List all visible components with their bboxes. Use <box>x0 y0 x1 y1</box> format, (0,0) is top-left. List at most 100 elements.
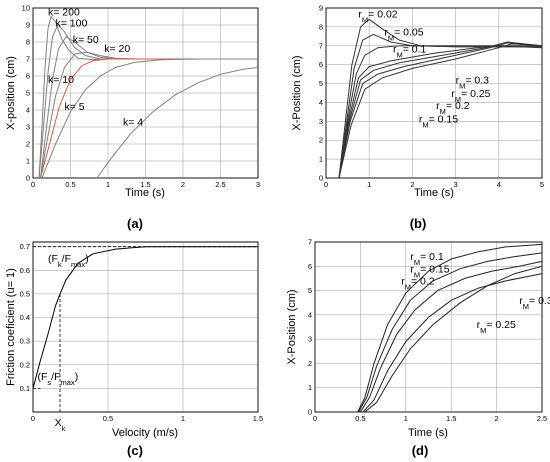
x-tick-label: 1 <box>106 180 110 189</box>
y-tick-label: 1 <box>26 157 30 166</box>
plot-area <box>325 7 543 179</box>
x-tick-label: 2.5 <box>537 414 547 423</box>
series-line <box>338 41 543 179</box>
x-tick-label: 0 <box>31 414 35 423</box>
x-tick-label: 5 <box>540 180 544 189</box>
series-annotation: rM= 0.1 <box>410 251 444 267</box>
series-annotation: (Fs/Fmax) <box>38 371 79 387</box>
x-tick-label: 0 <box>324 180 328 189</box>
x-axis-label: Time (s) <box>125 187 165 199</box>
plot-frame <box>325 7 543 179</box>
series-annotation: rM= 0.1 <box>393 43 427 59</box>
series-line <box>96 67 259 179</box>
y-tick-label: 3 <box>319 117 323 126</box>
y-tick-label: 8 <box>319 22 323 31</box>
series-annotation: rM= 0.2 <box>436 100 470 116</box>
x-tick-label: 4 <box>497 180 501 189</box>
y-tick-label: 2 <box>319 136 323 145</box>
x-axis-label: Time (s) <box>414 187 454 199</box>
y-tick-label: 10 <box>22 4 30 13</box>
panel-caption: (d) <box>412 443 429 458</box>
x-tick-label: 3 <box>454 180 458 189</box>
x-tick-label: 0.5 <box>355 414 365 423</box>
series-line <box>357 243 543 413</box>
x-tick-label: 2 <box>181 180 185 189</box>
y-tick-label: 0.7 <box>20 242 30 251</box>
series-annotation: k= 10 <box>48 74 74 86</box>
y-tick-label: 1 <box>319 155 323 164</box>
x-tick-label: 2.5 <box>215 180 225 189</box>
x-axis-label: Velocity (m/s) <box>112 427 178 439</box>
y-tick-label: 6 <box>26 72 30 81</box>
series-annotation: Xk <box>55 417 66 433</box>
y-axis-label: Friction coeficient (u= 1) <box>5 268 17 386</box>
y-tick-label: 2 <box>26 140 30 149</box>
x-tick-label: 1.5 <box>253 414 263 423</box>
series-annotation: rM= 0.15 <box>410 263 449 279</box>
series-line <box>362 273 543 413</box>
y-axis-label: X-Position (cm) <box>291 55 303 130</box>
y-tick-label: 4 <box>308 310 312 319</box>
y-tick-label: 4 <box>26 106 30 115</box>
y-tick-label: 7 <box>319 41 323 50</box>
x-tick-label: 0 <box>313 414 317 423</box>
y-tick-label: 9 <box>319 4 323 13</box>
x-tick-label: 0 <box>31 180 35 189</box>
series-annotation: k= 200 <box>48 7 80 19</box>
y-tick-label: 0.3 <box>20 337 30 346</box>
series-line <box>32 246 258 389</box>
y-tick-label: 0.6 <box>20 266 30 275</box>
panel-caption: (b) <box>410 216 427 231</box>
y-axis-label: X-Position (cm) <box>286 289 298 364</box>
x-tick-label: 2 <box>410 180 414 189</box>
plot-area <box>314 241 543 413</box>
x-tick-label: 0.5 <box>103 414 113 423</box>
series-line <box>338 43 543 179</box>
chart-panel-c: 0 0.5 1 1.5 0.1 0.2 0.3 0.4 0.5 0.6 0.7 (Fk/Fmax) (F… <box>5 241 263 458</box>
series-annotation: k= 20 <box>104 43 130 55</box>
y-tick-label: 1 <box>308 383 312 392</box>
series-line <box>359 260 543 413</box>
x-tick-label: 1.5 <box>140 180 150 189</box>
panel-caption: (a) <box>127 216 143 231</box>
series-line <box>364 265 543 413</box>
series-annotation: rM= 0.2 <box>401 276 435 292</box>
y-tick-label: 0 <box>308 408 312 417</box>
x-tick-label: 1 <box>181 414 185 423</box>
series-annotation: k= 50 <box>73 34 99 46</box>
series-line <box>41 58 258 179</box>
y-tick-label: 8 <box>26 38 30 47</box>
x-tick-label: 1 <box>367 180 371 189</box>
y-tick-label: 4 <box>319 98 323 107</box>
y-tick-label: 3 <box>26 123 30 132</box>
series-line <box>358 252 543 413</box>
y-tick-label: 7 <box>26 55 30 64</box>
y-tick-label: 0 <box>319 174 323 183</box>
series-annotation: k= 100 <box>56 18 88 30</box>
series-annotation: rM= 0.25 <box>451 88 490 104</box>
plot-frame <box>32 7 259 179</box>
y-tick-label: 0.1 <box>20 384 30 393</box>
x-tick-label: 0.5 <box>65 180 75 189</box>
y-tick-label: 5 <box>308 286 312 295</box>
series-annotation: rM= 0.15 <box>419 113 458 128</box>
series-line <box>38 24 258 179</box>
plot-frame <box>314 241 543 413</box>
series-line <box>38 15 258 179</box>
series-annotation: rM= 0.3 <box>456 75 490 91</box>
y-tick-label: 0.4 <box>20 313 30 322</box>
series-annotation: rM= 0.25 <box>477 319 516 335</box>
y-tick-label: 6 <box>319 60 323 69</box>
series-line <box>40 36 258 179</box>
series-annotation: rM= 0.3 <box>519 295 550 311</box>
y-tick-label: 9 <box>26 21 30 30</box>
series-annotation: rM= 0.05 <box>384 26 423 42</box>
y-tick-label: 0 <box>26 174 30 183</box>
plot-frame <box>32 241 259 413</box>
y-tick-label: 0.2 <box>20 360 30 369</box>
series-line <box>338 33 542 179</box>
